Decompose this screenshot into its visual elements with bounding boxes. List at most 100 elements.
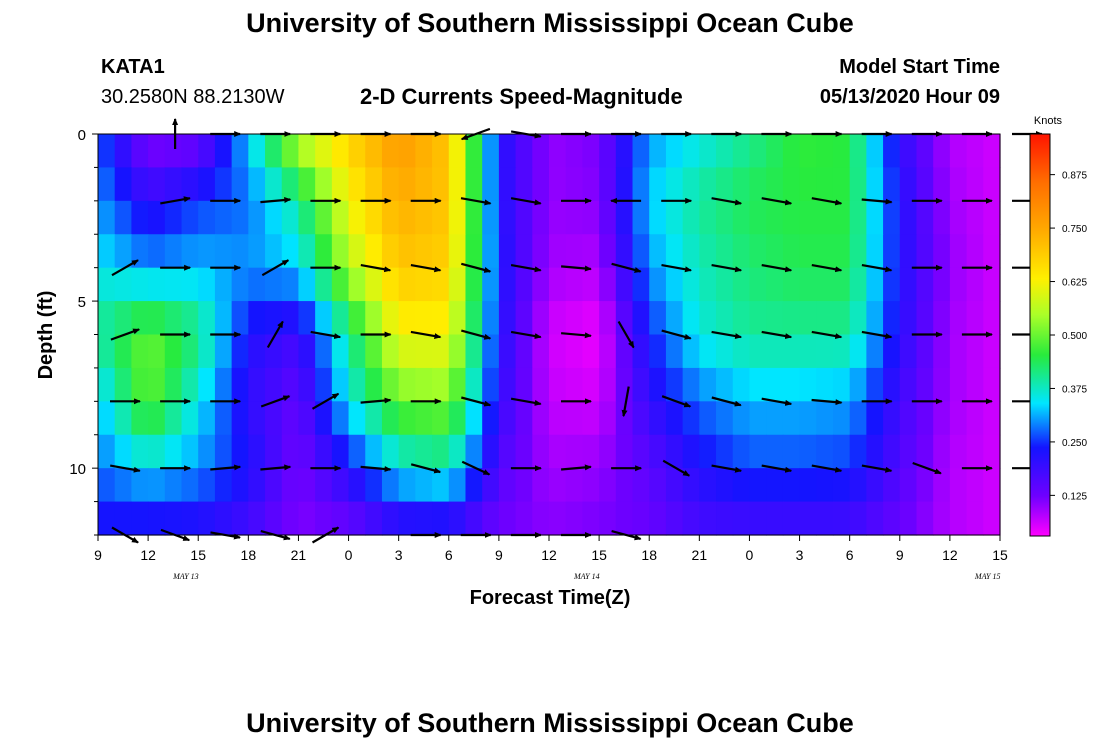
heatmap-cell: [381, 200, 400, 235]
heatmap-cell: [682, 301, 700, 336]
heatmap-cell: [832, 401, 851, 436]
heatmap-cell: [398, 334, 416, 369]
heatmap-cell: [883, 334, 901, 369]
current-vector: [260, 464, 292, 471]
heatmap-cell: [883, 401, 901, 436]
heatmap-cell: [699, 167, 717, 202]
heatmap-cell: [214, 401, 233, 436]
heatmap-cell: [866, 401, 884, 436]
current-vector: [266, 320, 284, 349]
heatmap-cell: [599, 334, 617, 369]
heatmap-cell: [615, 134, 634, 169]
current-vector: [561, 464, 592, 471]
heatmap-cell: [632, 401, 650, 436]
current-vector: [510, 197, 542, 206]
current-vector: [761, 397, 793, 406]
current-vector: [110, 328, 141, 341]
heatmap-cell: [933, 200, 951, 235]
heatmap-cell: [933, 401, 951, 436]
heatmap-cell: [665, 167, 684, 202]
current-vector: [761, 197, 793, 206]
footer-title: University of Southern Mississippi Ocean…: [246, 708, 854, 738]
station-id: KATA1: [101, 56, 165, 78]
heatmap-cell: [198, 167, 216, 202]
heatmap-cell: [749, 434, 767, 469]
heatmap-cell: [699, 200, 717, 235]
heatmap-cell: [498, 434, 517, 469]
heatmap-cell: [966, 468, 984, 503]
heatmap-cell: [866, 200, 884, 235]
heatmap-cell: [816, 267, 834, 302]
heatmap-cell: [265, 200, 283, 235]
heatmap-cell: [265, 134, 283, 169]
heatmap-cell: [298, 501, 316, 536]
x-tick-label: 12: [140, 547, 156, 563]
heatmap-cell: [699, 367, 717, 402]
heatmap-cell: [649, 267, 667, 302]
heatmap-cell: [766, 167, 784, 202]
heatmap-cell: [98, 501, 116, 536]
heatmap-cell: [365, 434, 383, 469]
heatmap-cell: [732, 434, 751, 469]
date-label: MAY 14: [573, 572, 600, 581]
heatmap-cell: [448, 234, 467, 269]
heatmap-cell: [966, 434, 984, 469]
heatmap-cell: [131, 167, 149, 202]
heatmap-cell: [816, 401, 834, 436]
heatmap-cell: [632, 501, 650, 536]
heatmap-cell: [582, 134, 600, 169]
heatmap-cell: [298, 367, 316, 402]
current-vector: [661, 395, 692, 408]
heatmap-cell: [465, 334, 483, 369]
heatmap-cell: [331, 301, 350, 336]
heatmap-cell: [331, 234, 350, 269]
heatmap-cell: [832, 334, 851, 369]
x-tick-label: 3: [395, 547, 403, 563]
heatmap-cell: [398, 434, 416, 469]
heatmap-cell: [749, 267, 767, 302]
heatmap-cell: [732, 134, 751, 169]
heatmap-cell: [315, 501, 333, 536]
heatmap-cell: [899, 234, 918, 269]
heatmap-cell: [465, 234, 483, 269]
heatmap-cell: [181, 200, 199, 235]
heatmap-cell: [749, 401, 767, 436]
heatmap-cell: [665, 200, 684, 235]
heatmap-cell: [766, 134, 784, 169]
heatmap-cell: [265, 367, 283, 402]
heatmap-cell: [281, 434, 300, 469]
heatmap-cell: [966, 367, 984, 402]
heatmap-cell: [164, 367, 183, 402]
heatmap-cell: [582, 200, 600, 235]
heatmap-cell: [331, 401, 350, 436]
heatmap-cell: [782, 401, 801, 436]
heatmap-cell: [381, 301, 400, 336]
heatmap-cell: [114, 401, 132, 436]
heatmap-cell: [248, 267, 266, 302]
heatmap-cell: [398, 401, 416, 436]
heatmap-cell: [732, 401, 751, 436]
colorbar-tick-label: 0.500: [1062, 331, 1087, 342]
heatmap-cell: [599, 234, 617, 269]
heatmap-cell: [281, 267, 300, 302]
y-tick-label: 0: [78, 127, 86, 144]
heatmap-cell: [298, 200, 316, 235]
heatmap-cell: [832, 234, 851, 269]
colorbar-tick-label: 0.250: [1062, 438, 1087, 449]
heatmap-cell: [198, 134, 216, 169]
heatmap-cell: [214, 134, 233, 169]
heatmap-cell: [98, 468, 116, 503]
heatmap-cell: [181, 434, 199, 469]
heatmap-cell: [498, 401, 517, 436]
x-tick-label: 3: [796, 547, 804, 563]
heatmap-cell: [298, 134, 316, 169]
heatmap-cell: [398, 501, 416, 536]
heatmap-cell: [682, 234, 700, 269]
heatmap-cell: [381, 367, 400, 402]
heatmap-cell: [214, 367, 233, 402]
heatmap-cell: [498, 301, 517, 336]
y-tick-label: 5: [78, 294, 86, 311]
heatmap-cell: [398, 234, 416, 269]
heatmap-cell: [281, 167, 300, 202]
heatmap-cell: [749, 501, 767, 536]
